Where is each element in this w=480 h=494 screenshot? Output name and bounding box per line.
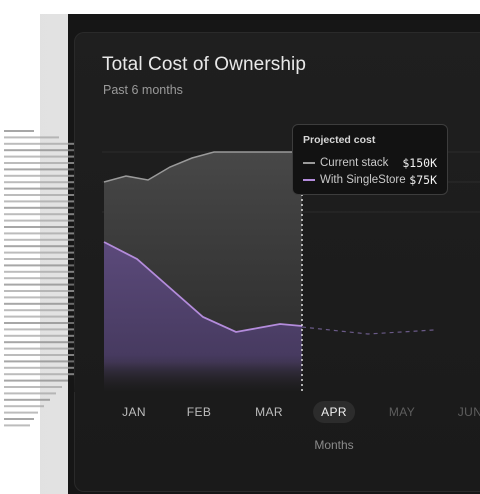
decorative-bar: [4, 258, 100, 260]
decorative-bar: [4, 168, 106, 171]
decorative-bar: [4, 392, 56, 395]
x-tick-jan[interactable]: JAN: [122, 405, 146, 419]
decorative-bar: [4, 149, 84, 152]
line-current-stack: [103, 151, 302, 183]
decorative-bar: [4, 347, 98, 350]
decorative-bar: [4, 264, 96, 267]
tooltip-value: $150K: [402, 155, 437, 170]
decorative-bar: [4, 328, 104, 331]
line-with-singlestore: [103, 241, 303, 333]
decorative-bar: [4, 194, 90, 196]
decorative-bar: [4, 187, 94, 190]
decorative-bar: [4, 309, 86, 312]
decorative-bar: [4, 162, 104, 164]
decorative-bar: [4, 213, 74, 216]
decorative-bar: [4, 411, 38, 414]
legend-swatch-purple: [303, 178, 315, 181]
area-fade: [74, 362, 480, 392]
decorative-bar: [4, 296, 76, 299]
decorative-bar: [4, 315, 92, 318]
decorative-bar: [4, 322, 98, 324]
decorative-bar: [4, 174, 104, 177]
decorative-bar: [4, 290, 80, 292]
decorative-bar: [4, 277, 88, 280]
decorative-bar: [4, 373, 74, 376]
projected-line-with-singlestore: [301, 326, 435, 335]
decorative-bar: [4, 251, 104, 254]
chart-title: Total Cost of Ownership: [102, 54, 306, 75]
decorative-bar: [4, 334, 108, 337]
decorative-bar: [4, 206, 78, 209]
chart-card: Total Cost of Ownership Past 6 months: [74, 32, 480, 492]
decorative-bar: [4, 405, 44, 408]
x-axis-title: Months: [314, 438, 354, 452]
decorative-bar: [4, 142, 74, 145]
tooltip-label: Current stack: [320, 156, 389, 169]
decorative-bar: [4, 232, 96, 235]
decorative-bars: [4, 130, 109, 427]
decorative-bar: [4, 360, 86, 363]
decorative-bar: [4, 130, 34, 132]
decorative-bar: [4, 386, 62, 388]
x-tick-jun[interactable]: JUN: [457, 405, 480, 419]
decorative-bar: [4, 181, 100, 184]
x-tick-feb[interactable]: FEB: [186, 405, 212, 419]
legend-swatch-gray: [303, 161, 315, 164]
chart-subtitle: Past 6 months: [103, 83, 183, 97]
decorative-bar: [4, 379, 68, 382]
decorative-bar: [4, 238, 104, 241]
x-tick-apr[interactable]: APR: [313, 401, 355, 423]
decorative-bar: [4, 341, 104, 344]
decorative-bar: [4, 398, 50, 401]
chart-plot[interactable]: [74, 32, 480, 492]
decorative-bar: [4, 354, 92, 356]
decorative-bar: [4, 155, 99, 158]
decorative-bar: [4, 283, 84, 286]
decorative-bar: [4, 136, 59, 139]
tooltip-label: With SingleStore: [320, 173, 406, 186]
tooltip-value: $75K: [409, 172, 437, 187]
tooltip-title: Projected cost: [303, 134, 376, 146]
decorative-bar: [4, 366, 80, 369]
decorative-bar: [4, 302, 80, 305]
decorative-bar: [4, 270, 92, 273]
tooltip-row-current-stack: Current stack $150K: [303, 154, 437, 171]
decorative-bar: [4, 424, 30, 427]
decorative-bar: [4, 245, 109, 248]
tooltip-row-with-singlestore: With SingleStore $75K: [303, 171, 437, 188]
decorative-bar: [4, 418, 34, 420]
decorative-bar: [4, 219, 82, 222]
x-tick-may[interactable]: MAY: [388, 405, 416, 419]
decorative-bar: [4, 226, 89, 228]
tooltip: Projected cost Current stack $150K With …: [292, 124, 448, 195]
decorative-bar: [4, 200, 84, 203]
x-tick-mar[interactable]: MAR: [255, 405, 283, 419]
